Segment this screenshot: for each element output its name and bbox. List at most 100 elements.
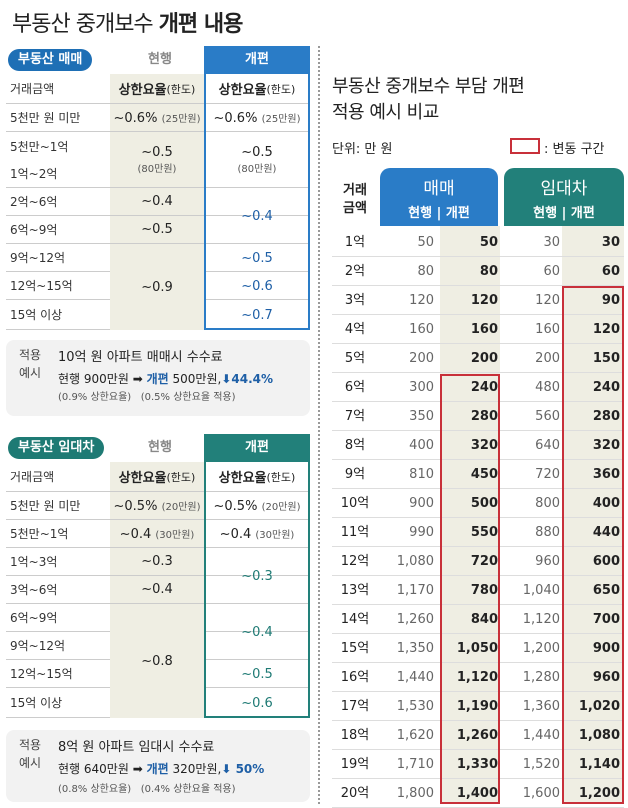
rent-table: 부동산 임대차 현행 개편 거래금액 상한요율 (한도) 상한요율 (한도) 5천만… <box>6 434 310 720</box>
rent-revised-cell: 960 <box>592 670 620 685</box>
example-current: 현행 640만원 <box>58 762 129 776</box>
sale-compare-sub: 현행 | 개편 <box>408 206 470 221</box>
rent-revised-cell: 600 <box>592 554 620 569</box>
limit-value: (20만원) <box>161 501 201 513</box>
rent-current-cell: 800 <box>535 496 560 511</box>
row-label: 12억~15억 <box>10 667 73 681</box>
arrow-right-icon: ➡ <box>132 372 143 386</box>
table-row: 19억 1,710 1,330 1,520 1,140 <box>332 750 624 779</box>
table-row: 10억 900 500 800 400 <box>332 489 624 518</box>
example-tag-line1: 적용 <box>18 348 42 362</box>
amount-header: 거래 금액 <box>332 182 378 218</box>
example-notes: (0.9% 상한요율) (0.5% 상한요율 적용) <box>58 388 236 403</box>
title-bold: 개편 내용 <box>158 12 244 37</box>
sale-revised-5: ~0.6 <box>204 272 310 300</box>
rate-value: ~0.3 <box>241 568 273 584</box>
rent-revised-2: ~0.4 (30만원) <box>204 520 310 548</box>
table-row: 11억 990 550 880 440 <box>332 518 624 547</box>
rent-revised-cell: 320 <box>592 438 620 453</box>
sale-current-cell: 810 <box>409 467 434 482</box>
example-note-current: (0.9% 상한요율) <box>58 392 132 403</box>
rent-current-cell: 160 <box>535 322 560 337</box>
rent-current-1: ~0.5% (20만원) <box>110 492 204 520</box>
rent-current-cell: 200 <box>535 351 560 366</box>
rate-value: ~0.6% <box>113 110 158 126</box>
rent-current-cell: 720 <box>535 467 560 482</box>
sale-current-cell: 400 <box>409 438 434 453</box>
table-row: 20억 1,800 1,400 1,600 1,200 <box>332 779 624 808</box>
example-tag: 적용 예시 <box>12 736 48 772</box>
rent-current-4: ~0.4 <box>110 576 204 604</box>
rent-revised-cell: 240 <box>592 380 620 395</box>
rent-current-cell: 1,360 <box>522 699 560 714</box>
rent-revised-cell: 650 <box>592 583 620 598</box>
sale-col-revised-sub: (한도) <box>266 82 296 96</box>
example-new-label: 개편 <box>146 762 169 776</box>
rent-revised-cell: 90 <box>601 293 620 308</box>
sale-table-header: 부동산 매매 현행 개편 <box>6 46 310 74</box>
amount-cell: 11억 <box>340 525 370 540</box>
sale-current-cell: 50 <box>417 235 434 250</box>
rent-revised-cell: 440 <box>592 525 620 540</box>
rent-current-cell: 1,200 <box>522 641 560 656</box>
sale-current-cell: 1,530 <box>396 699 434 714</box>
rent-revised-1: ~0.5% (20만원) <box>204 492 310 520</box>
sale-revised-cell: 1,400 <box>456 786 498 801</box>
sale-col-revised-label: 상한요율 <box>218 83 267 98</box>
sale-col-current: 상한요율 (한도) <box>110 74 204 103</box>
sale-col-revised: 상한요율 (한도) <box>204 74 310 103</box>
table-row: 2억 80 80 60 60 <box>332 257 624 286</box>
rent-revised-cell: 400 <box>592 496 620 511</box>
row-label: 6억~9억 <box>10 223 58 237</box>
rent-revised-cell: 280 <box>592 409 620 424</box>
rate-value: ~0.9 <box>141 279 173 295</box>
sale-current-cell: 120 <box>409 293 434 308</box>
example-tag-line2: 예시 <box>18 756 42 770</box>
amount-cell: 2억 <box>344 264 366 279</box>
rate-value: ~0.4 <box>141 582 173 597</box>
rent-current-cell: 30 <box>543 235 560 250</box>
rate-value: ~0.6 <box>241 695 273 711</box>
rent-col-revised-sub: (한도) <box>266 470 296 484</box>
rate-value: ~0.5 <box>241 250 273 266</box>
sale-current-cell: 1,350 <box>396 641 434 656</box>
amount-cell: 3억 <box>344 293 366 308</box>
example-current: 현행 900만원 <box>58 372 129 386</box>
rent-current-cell: 1,040 <box>522 583 560 598</box>
rent-table-header: 부동산 임대차 현행 개편 <box>6 434 310 462</box>
rate-value: ~0.4 <box>141 194 173 209</box>
sale-header-row: 거래금액 상한요율 (한도) 상한요율 (한도) <box>6 74 310 104</box>
limit-value: (30만원) <box>155 529 195 541</box>
sale-pill: 부동산 매매 <box>8 49 93 71</box>
rate-value: ~0.6% <box>213 111 258 126</box>
amount-cell: 5억 <box>344 351 366 366</box>
table-row: 3억 120 120 120 90 <box>332 286 624 315</box>
amount-cell: 20억 <box>340 786 370 801</box>
sale-current-cell: 1,440 <box>396 670 434 685</box>
rate-value: ~0.4 <box>119 526 152 542</box>
rent-compare-header: 임대차 현행 | 개편 <box>504 168 624 226</box>
rent-current-cell: 560 <box>535 409 560 424</box>
rent-col-current-label: 상한요율 <box>118 471 167 486</box>
sale-current-cell: 1,080 <box>396 554 434 569</box>
sale-revised-cell: 120 <box>470 293 498 308</box>
sale-col-current-sub: (한도) <box>166 82 196 96</box>
rent-compare-label: 임대차 <box>540 179 588 199</box>
rate-value: ~0.5 <box>241 145 273 160</box>
table-row: 9억 810 450 720 360 <box>332 460 624 489</box>
rent-change-range <box>562 286 624 804</box>
rent-current-cell: 960 <box>535 554 560 569</box>
row-label: 5천만 원 미만 <box>10 499 81 513</box>
page-title: 부동산 중개보수 개편 내용 <box>12 6 244 38</box>
sale-compare-label: 매매 <box>423 179 455 199</box>
rent-revised-cell: 700 <box>592 612 620 627</box>
row-label: 1억~2억 <box>10 167 58 181</box>
amount-cell: 15억 <box>340 641 370 656</box>
rent-revised-border <box>204 462 310 718</box>
sale-example: 적용 예시 10억 원 아파트 매매시 수수료 현행 900만원 ➡ 개편 500… <box>6 340 310 416</box>
rent-col-amount: 거래금액 <box>10 470 55 484</box>
table-row: 14억 1,260 840 1,120 700 <box>332 605 624 634</box>
limit-value: (80만원) <box>237 164 277 175</box>
sale-revised-cell: 840 <box>470 612 498 627</box>
rent-col-current-sub: (한도) <box>166 470 196 484</box>
